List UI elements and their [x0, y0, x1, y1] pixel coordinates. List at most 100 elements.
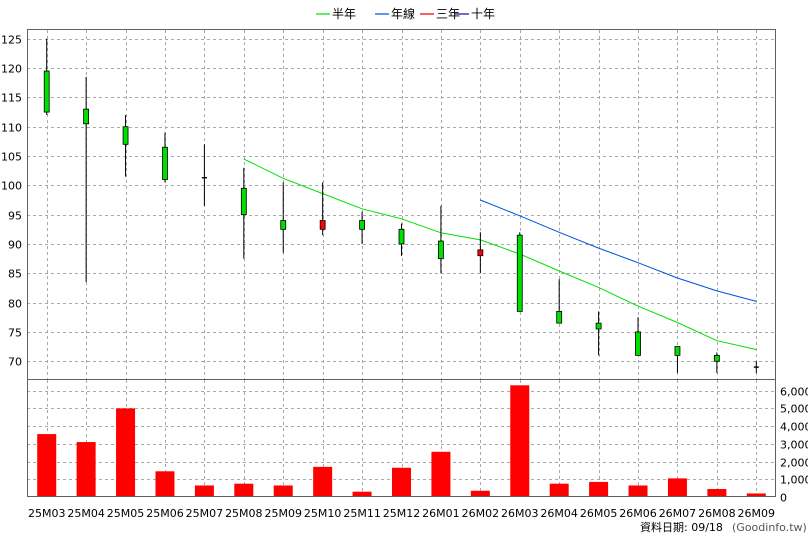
candle-body — [162, 146, 168, 180]
volume-bar — [37, 434, 57, 497]
candle — [43, 38, 50, 116]
x-tick-label: 25M06 — [146, 507, 184, 520]
price-panel: 70 75 80 85 90 95 100 105 110 115 120 125 — [1, 29, 776, 380]
candle — [240, 167, 247, 259]
volume-bar — [431, 451, 451, 497]
x-tick-label: 25M03 — [28, 507, 66, 520]
volume-bar — [549, 483, 569, 497]
volume-bar — [352, 491, 372, 497]
x-tick-label: 25M09 — [264, 507, 302, 520]
legend-label-year-line: 年線 — [391, 6, 415, 21]
price-panel-frame — [27, 29, 776, 380]
candle — [477, 232, 484, 274]
price-tick-label: 80 — [8, 298, 22, 311]
moving-average-lines — [243, 158, 757, 350]
candle-body — [713, 354, 720, 362]
x-tick-label: 25M12 — [383, 507, 421, 520]
candle-body — [43, 70, 50, 113]
volume-bar — [116, 408, 136, 497]
source-label: (Goodinfo.tw) — [732, 521, 807, 534]
candle — [595, 311, 602, 356]
x-tick-label: 26M09 — [738, 507, 776, 520]
legend-label-ten-year: 十年 — [471, 7, 495, 21]
volume-tick-label: 5,000 — [780, 403, 808, 416]
x-axis-ticks: 25M03 25M04 25M05 25M06 25M07 25M08 25M09 25M10… — [28, 507, 775, 520]
price-tick-label: 100 — [1, 180, 22, 193]
volume-tick-label: 1,000 — [780, 474, 808, 487]
x-tick-label: 25M05 — [107, 507, 145, 520]
volume-axis-ticks: 0 1,000 2,000 3,000 4,000 5,000 6,000 — [780, 386, 808, 505]
candle-body — [516, 234, 523, 312]
volume-bar — [76, 442, 96, 497]
volume-tick-label: 4,000 — [780, 421, 808, 434]
x-tick-label: 26M01 — [422, 507, 460, 520]
volume-bar — [746, 493, 766, 497]
price-grid — [27, 30, 776, 380]
volume-bar — [510, 385, 530, 497]
candle-body — [477, 249, 484, 257]
volume-bar — [667, 478, 687, 497]
volume-tick-label: 6,000 — [780, 386, 808, 399]
x-tick-label: 25M04 — [67, 507, 105, 520]
series-line-半年 — [243, 158, 757, 350]
price-tick-label: 70 — [8, 356, 22, 369]
series-line-年線 — [480, 199, 757, 302]
candle-body — [122, 126, 129, 145]
candle-body — [398, 228, 405, 245]
volume-bar — [155, 471, 175, 497]
x-tick-label: 25M11 — [343, 507, 381, 520]
candle — [319, 182, 326, 236]
volume-bar — [273, 485, 293, 497]
volume-tick-label: 2,000 — [780, 457, 808, 470]
price-tick-label: 85 — [8, 268, 22, 281]
candle-body — [674, 346, 681, 356]
candle — [635, 317, 641, 356]
price-tick-label: 110 — [1, 122, 22, 135]
volume-bar — [313, 466, 333, 497]
price-tick-label: 120 — [1, 63, 22, 76]
candle-body — [438, 240, 444, 260]
candle-body — [595, 322, 602, 330]
price-tick-label: 75 — [8, 327, 22, 340]
candle — [674, 346, 681, 373]
candle-body — [319, 220, 326, 230]
price-tick-label: 125 — [1, 34, 22, 47]
volume-bar — [392, 467, 411, 497]
candle-body — [635, 331, 641, 356]
legend-label-three-year: 三年 — [436, 7, 460, 21]
volume-bar — [470, 490, 490, 497]
x-tick-label: 25M10 — [304, 507, 342, 520]
x-tick-label: 26M02 — [462, 507, 500, 520]
price-tick-label: 95 — [8, 210, 22, 223]
candle — [438, 205, 444, 274]
candlesticks — [43, 38, 759, 373]
x-tick-label: 25M08 — [225, 507, 263, 520]
candle — [280, 182, 287, 253]
legend: 半年 年線 三年 十年 — [316, 6, 495, 21]
x-tick-label: 26M03 — [501, 507, 539, 520]
volume-tick-label: 0 — [780, 492, 787, 505]
volume-tick-label: 3,000 — [780, 439, 808, 452]
volume-bar — [707, 489, 727, 497]
price-axis-ticks: 70 75 80 85 90 95 100 105 110 115 120 125 — [1, 34, 22, 369]
candle — [398, 223, 405, 256]
price-tick-label: 115 — [1, 92, 22, 105]
volume-bars — [37, 385, 766, 497]
candle-body — [556, 311, 563, 324]
candle — [122, 115, 129, 177]
data-date-label: 資料日期: 09/18 — [640, 520, 723, 534]
candle-body — [240, 187, 247, 216]
candle — [201, 144, 207, 206]
x-tick-label: 26M04 — [540, 507, 578, 520]
candle — [162, 132, 168, 183]
price-tick-label: 90 — [8, 239, 22, 252]
x-tick-label: 26M08 — [698, 507, 736, 520]
candle-body — [359, 220, 365, 230]
candle-body — [83, 108, 90, 125]
x-tick-label: 26M06 — [619, 507, 657, 520]
candle-body — [280, 220, 287, 230]
candle — [359, 211, 365, 244]
x-tick-label: 25M07 — [186, 507, 224, 520]
volume-bar — [194, 485, 214, 497]
